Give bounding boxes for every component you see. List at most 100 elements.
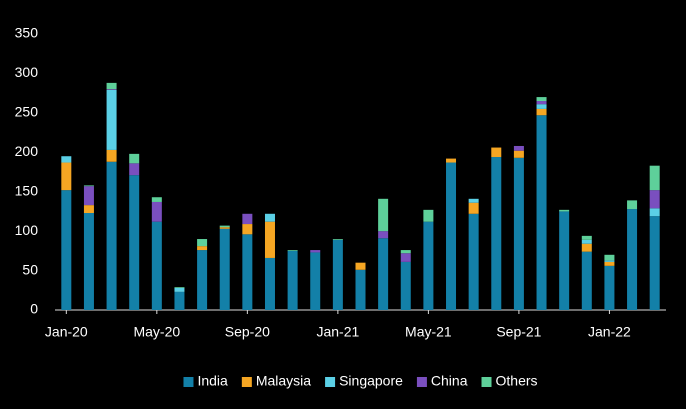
bar-segment <box>287 250 298 251</box>
bar-segment <box>197 246 208 251</box>
bar-segment <box>151 197 162 202</box>
bar-segment <box>513 157 524 310</box>
bar-segment <box>106 82 117 90</box>
bar-segment <box>332 239 343 240</box>
bar-segment <box>242 213 253 225</box>
bar-segment <box>513 150 524 158</box>
bar-segment <box>581 251 592 310</box>
bar-segment <box>355 269 366 310</box>
legend-swatch <box>416 377 427 387</box>
legend-label: China <box>431 373 468 389</box>
bar-segment <box>83 185 94 187</box>
bar-segment <box>264 221 275 258</box>
bar-segment <box>378 198 389 232</box>
x-tick-label: Jan-22 <box>588 324 631 340</box>
bar-segment <box>287 250 298 310</box>
bar-segment <box>513 145 524 151</box>
bar-segment <box>332 239 343 310</box>
bar-segment <box>83 186 94 206</box>
y-tick-label: 50 <box>22 261 38 277</box>
bar-segment <box>174 291 185 310</box>
bar-segment <box>355 262 366 270</box>
bar-segment <box>400 253 411 262</box>
bar-segment <box>649 216 660 310</box>
legend-swatch <box>325 377 336 387</box>
bar-segment <box>536 108 547 116</box>
bar-segment <box>106 89 117 90</box>
bar-segment <box>106 161 117 310</box>
y-tick-label: 200 <box>15 143 39 159</box>
bar-segment <box>581 239 592 244</box>
bar-segment <box>378 231 389 239</box>
bar-segment <box>491 147 502 158</box>
bar-segment <box>400 261 411 310</box>
bar-segment <box>378 238 389 310</box>
bar-segment <box>559 211 570 310</box>
legend-swatch <box>183 377 194 387</box>
y-tick-label: 0 <box>30 301 38 317</box>
bar-segment <box>61 190 72 310</box>
legend-label: Others <box>496 373 538 389</box>
bar-segment <box>604 261 615 266</box>
bar-segment <box>151 221 162 310</box>
bar-segment <box>264 213 275 222</box>
bar-segment <box>106 149 117 162</box>
bar-segment <box>174 287 185 288</box>
bar-segment <box>83 213 94 310</box>
bar-segment <box>310 250 321 253</box>
bar-segment <box>129 175 140 310</box>
bar-segment <box>197 250 208 310</box>
bar-segment <box>604 254 615 261</box>
bar-segment <box>61 162 72 191</box>
bar-segment <box>468 202 479 214</box>
bar-segment <box>491 157 502 310</box>
bar-segment <box>219 227 230 229</box>
x-tick-label: Jan-21 <box>316 324 359 340</box>
bar-segment <box>310 252 321 310</box>
legend-swatch <box>241 377 252 387</box>
bar-segment <box>174 287 185 292</box>
y-tick-label: 250 <box>15 104 39 120</box>
y-tick-label: 100 <box>15 222 39 238</box>
bar-segment <box>536 97 547 102</box>
bar-segment <box>129 153 140 164</box>
legend-label: India <box>197 373 228 389</box>
bar-segment <box>264 257 275 310</box>
bar-segment <box>151 201 162 222</box>
bar-segment <box>649 208 660 217</box>
bar-segment <box>423 209 434 222</box>
bar-segment <box>468 213 479 310</box>
bar-segment <box>106 89 117 150</box>
x-tick-label: Jan-20 <box>45 324 88 340</box>
bar-segment <box>446 162 457 310</box>
bar-segment <box>604 265 615 310</box>
x-tick-label: May-21 <box>405 324 452 340</box>
y-tick-label: 150 <box>15 182 39 198</box>
bar-segment <box>83 205 94 214</box>
bar-segment <box>536 115 547 310</box>
legend-label: Malaysia <box>256 373 311 389</box>
bar-segment <box>242 234 253 310</box>
bar-segment <box>627 209 638 310</box>
bar-segment <box>536 104 547 109</box>
bar-segment <box>627 200 638 210</box>
x-tick-label: Sep-21 <box>496 324 541 340</box>
x-tick-label: May-20 <box>133 324 180 340</box>
bar-segment <box>423 221 434 310</box>
bar-segment <box>581 243 592 252</box>
bar-segment <box>604 260 615 262</box>
bar-segment <box>468 198 479 203</box>
y-tick-label: 350 <box>15 25 39 41</box>
bar-segment <box>649 165 660 191</box>
bar-segment <box>581 235 592 240</box>
bar-segment <box>400 250 411 254</box>
bar-segment <box>197 239 208 247</box>
y-tick-label: 300 <box>15 64 39 80</box>
x-tick-label: Sep-20 <box>225 324 270 340</box>
bar-segment <box>61 156 72 163</box>
bar-segment <box>219 225 230 228</box>
bar-segment <box>446 158 457 163</box>
bar-segment <box>219 228 230 310</box>
legend-label: Singapore <box>339 373 403 389</box>
